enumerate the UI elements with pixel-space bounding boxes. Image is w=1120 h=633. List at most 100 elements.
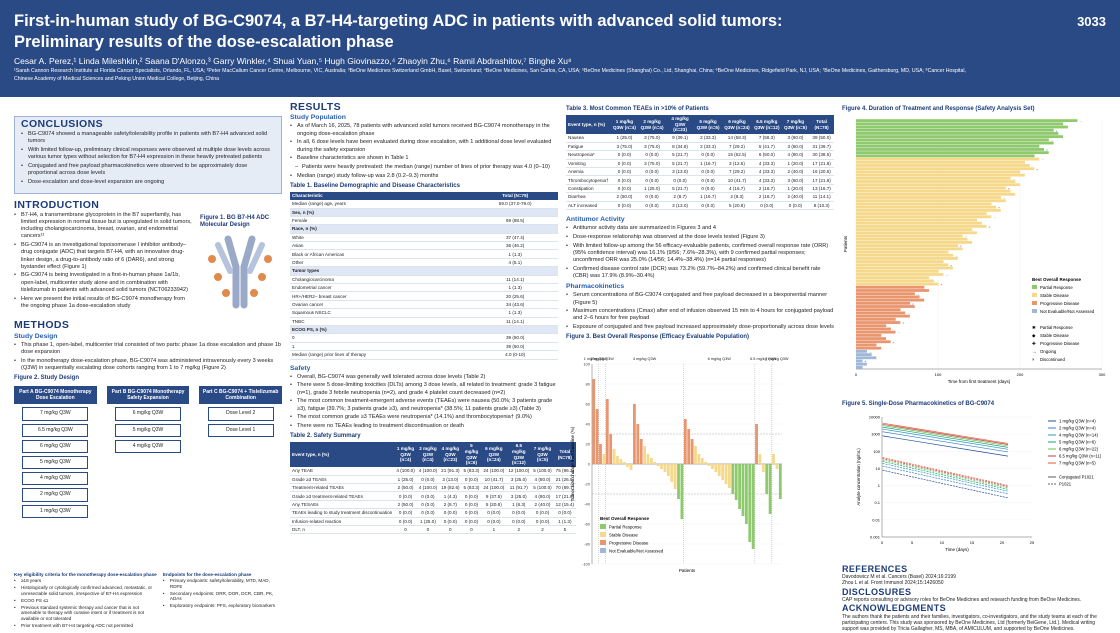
swimmer-bar	[856, 341, 891, 344]
swimmer-bar	[856, 353, 872, 356]
swimmer-bar	[856, 305, 915, 308]
legend-swatch	[1032, 301, 1037, 305]
bar	[602, 454, 605, 464]
list-item: Prior treatment with B7-H4 targeting ADC…	[14, 623, 157, 629]
swimmer-bar	[856, 334, 881, 337]
table-cell: 2 (40.0)	[782, 168, 810, 176]
table-cell: 11 (91.7)	[506, 484, 531, 492]
table-cell: 1 (1.3)	[472, 309, 558, 317]
table-cell: 0	[417, 525, 439, 533]
swimmer-bar	[856, 280, 934, 283]
tick-label: 80	[586, 381, 591, 386]
pharmacokinetics-heading: Pharmacokinetics	[566, 283, 834, 290]
bar	[609, 434, 612, 464]
legend-label: Progressive Disease	[1040, 341, 1080, 346]
swimmer-bar	[856, 315, 910, 318]
list-item: Maximum concentrations (Cmax) after end …	[566, 308, 834, 322]
status-marker: ×	[988, 225, 990, 229]
table-cell: 1 (4.3)	[439, 492, 461, 500]
tick-label: 100	[935, 372, 942, 377]
table-cell	[472, 225, 558, 233]
safety-list: Overall, BG-C9074 was generally well tol…	[290, 374, 558, 430]
table-cell: Other	[290, 258, 472, 266]
bar	[752, 464, 755, 549]
table-cell: Diarrhea	[566, 193, 611, 201]
tick-label: 100	[873, 448, 880, 453]
bar	[735, 464, 738, 500]
dose-box: 4 mg/kg Q3W	[22, 472, 88, 485]
legend-label: 2 mg/kg Q3W (n=4)	[1059, 425, 1096, 430]
bar	[765, 464, 768, 494]
table-cell: 1 (20.0)	[782, 159, 810, 167]
antitumor-list: Antitumor activity data are summarized i…	[566, 225, 834, 280]
table-cell: Neutropenia*	[566, 151, 611, 159]
table-header: 6 mg/kg Q3W (n=24)	[722, 115, 752, 134]
table-cell: 1	[290, 342, 472, 350]
conjugated-series-line	[883, 425, 1008, 445]
population-list: As of March 16, 2025, 78 patients with a…	[290, 123, 558, 179]
affiliations: ¹Sarah Cannon Research Institute at Flor…	[14, 68, 974, 83]
swimmer-bar	[856, 142, 1054, 145]
swimmer-bar	[856, 328, 891, 331]
table-row: Thrombocytopenia†0 (0.0)0 (0.0)0 (0.0)0 …	[566, 176, 834, 184]
table-cell: 0 (0.0)	[611, 159, 639, 167]
legend-label: Partial Response	[609, 524, 642, 529]
table1-title: Table 1. Baseline Demographic and Diseas…	[290, 183, 558, 190]
table-cell: 2 (16.7)	[752, 184, 782, 192]
table-cell: 12 (100.0)	[506, 467, 531, 475]
table-cell: TNBC	[290, 317, 472, 325]
table-cell: 3 (60.0)	[782, 134, 810, 142]
table-cell: 5 (83.3)	[462, 467, 482, 475]
table-cell: 0 (0.0)	[417, 475, 439, 483]
table-cell: 3 (60.0)	[782, 176, 810, 184]
bar	[687, 429, 690, 464]
legend-label: Stable Disease	[1040, 293, 1070, 298]
table-row: Race, n (%)	[290, 225, 558, 233]
tick-label: 10000	[869, 414, 881, 419]
table-cell: 4 (80.0)	[531, 475, 553, 483]
table-cell: 9 (37.5)	[481, 492, 506, 500]
table-cell: 1 (16.7)	[694, 159, 722, 167]
legend-swatch	[600, 524, 606, 529]
table-cell: Any TESAEs	[290, 500, 394, 508]
table-cell: 8 (34.8)	[666, 142, 694, 150]
table-cell: 5 (83.3)	[462, 484, 482, 492]
table-cell: Female	[290, 216, 472, 224]
table-cell: 3 (13.0)	[666, 168, 694, 176]
payload-series-line	[883, 466, 1008, 494]
swimmer-bar	[856, 119, 1077, 122]
swimmer-bar	[856, 270, 939, 273]
table-cell: 7 (29.2)	[722, 142, 752, 150]
column-center-right: Table 3. Most Common TEAEs in >10% of Pa…	[566, 100, 834, 630]
bar	[633, 404, 636, 464]
table-cell: 0	[439, 525, 461, 533]
bar	[776, 464, 779, 469]
swimmer-bar	[856, 292, 915, 295]
table-cell: 3 (75.0)	[638, 142, 666, 150]
table-header: 6.5 mg/kg Q3W (n=12)	[506, 442, 531, 466]
list-item: Confirmed disease control rate (DCR) was…	[566, 266, 834, 280]
tick-label: 15	[970, 540, 975, 545]
table-header: Event type, n (%)	[290, 442, 394, 466]
table-cell: 16 (20.5)	[809, 168, 834, 176]
swimmer-bar	[856, 241, 972, 244]
bar	[596, 409, 599, 464]
table-cell: 0 (0.0)	[611, 168, 639, 176]
swimmer-bar	[856, 158, 1039, 161]
list-item: Median (range) study follow-up was 2.8 (…	[290, 173, 558, 180]
status-marker: ×	[902, 321, 904, 325]
bar	[667, 464, 670, 476]
table-cell: 5 (20.8)	[722, 201, 752, 209]
table-cell: 2	[506, 525, 531, 533]
conjugated-series-line	[883, 423, 1008, 443]
swimmer-bar	[856, 193, 1015, 196]
table-header: 4 mg/kg Q3W (n=23)	[439, 442, 461, 466]
methods-list: This phase 1, open-label, multicenter tr…	[14, 342, 282, 372]
dose-box: 5 mg/kg Q3W	[22, 456, 88, 469]
